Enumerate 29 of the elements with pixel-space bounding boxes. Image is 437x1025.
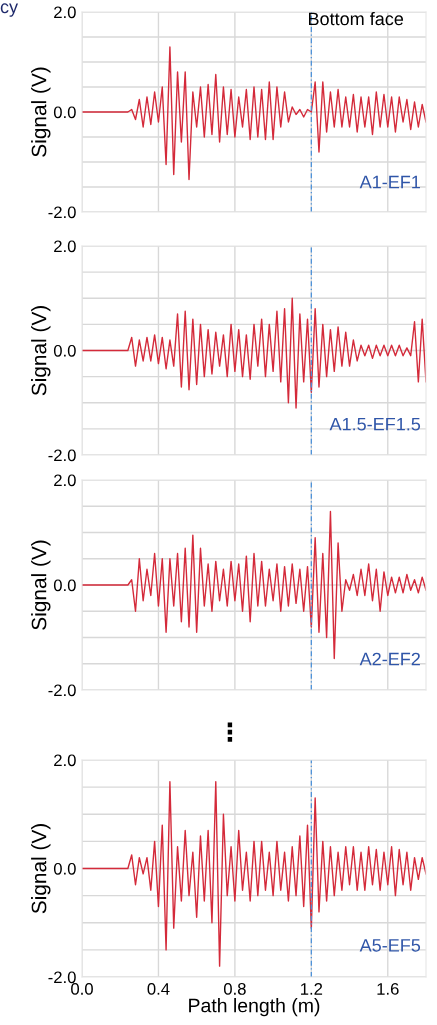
y-tick-label: 2.0 [54, 6, 76, 19]
y-axis-title: Signal (V) [31, 540, 51, 630]
y-axis-title: Signal (V) [31, 824, 51, 914]
text: A5-EF5 [359, 939, 421, 952]
y-tick-label: -2.0 [48, 971, 76, 984]
y-tick-label: -2.0 [48, 449, 76, 462]
y-tick-label: 0.0 [53, 579, 76, 592]
x-tick-label: 0.8 [223, 983, 246, 995]
y-tick-label: 2.0 [54, 754, 76, 767]
text: cy [0, 3, 19, 17]
x-tick-label: 0.4 [147, 983, 170, 995]
y-axis-title: Signal (V) [31, 67, 51, 157]
y-tick-label: 0.0 [53, 106, 76, 119]
x-axis-title: Path length (m) [189, 998, 320, 1017]
y-axis-title: Signal (V) [31, 306, 51, 396]
y-tick-label: -2.0 [48, 684, 76, 697]
y-tick-label: -2.0 [48, 206, 76, 219]
x-tick-label: 1.2 [301, 983, 323, 995]
text: A1-EF1 [359, 175, 420, 189]
x-tick-label: 1.6 [377, 983, 399, 995]
y-tick-label: 2.0 [54, 240, 76, 253]
text: A1.5-EF1.5 [329, 417, 421, 431]
ref-line-label: Bottom face [308, 12, 404, 26]
x-tick-label: 0.0 [71, 983, 93, 995]
y-tick-label: 0.0 [53, 344, 76, 357]
y-tick-label: 0.0 [53, 862, 76, 875]
text: ⋮ [227, 722, 233, 742]
text: A2-EF2 [359, 652, 420, 666]
y-tick-label: 2.0 [54, 474, 76, 487]
